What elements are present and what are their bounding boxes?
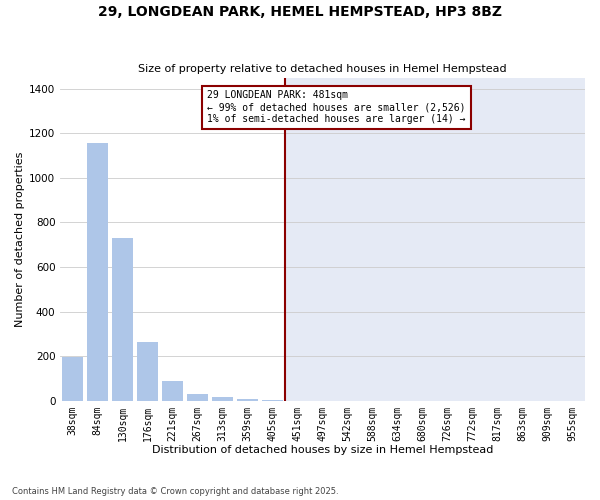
Text: 29, LONGDEAN PARK, HEMEL HEMPSTEAD, HP3 8BZ: 29, LONGDEAN PARK, HEMEL HEMPSTEAD, HP3 … xyxy=(98,5,502,19)
Bar xyxy=(162,380,184,400)
Bar xyxy=(87,144,109,400)
Bar xyxy=(237,399,258,400)
Bar xyxy=(137,342,158,400)
Y-axis label: Number of detached properties: Number of detached properties xyxy=(15,152,25,327)
Text: 29 LONGDEAN PARK: 481sqm
← 99% of detached houses are smaller (2,526)
1% of semi: 29 LONGDEAN PARK: 481sqm ← 99% of detach… xyxy=(207,90,466,124)
Bar xyxy=(60,78,285,400)
Bar xyxy=(212,398,233,400)
Bar xyxy=(187,394,208,400)
Bar xyxy=(285,78,585,400)
X-axis label: Distribution of detached houses by size in Hemel Hempstead: Distribution of detached houses by size … xyxy=(152,445,493,455)
Text: Contains HM Land Registry data © Crown copyright and database right 2025.
Contai: Contains HM Land Registry data © Crown c… xyxy=(12,488,377,500)
Title: Size of property relative to detached houses in Hemel Hempstead: Size of property relative to detached ho… xyxy=(139,64,507,74)
Bar xyxy=(62,358,83,401)
Bar xyxy=(112,238,133,400)
